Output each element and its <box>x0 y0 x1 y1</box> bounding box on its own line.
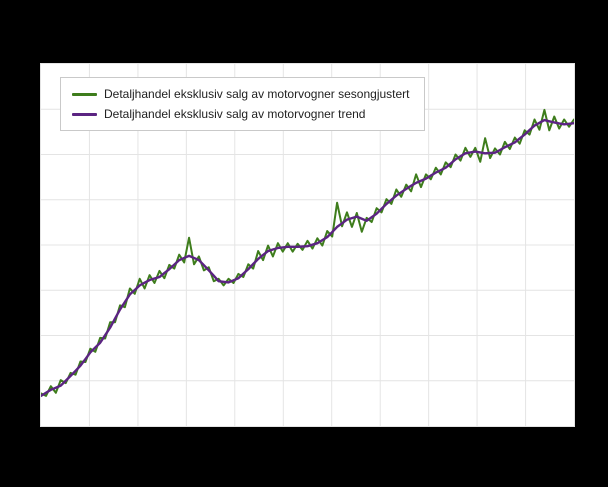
legend-item-seasonally-adjusted[interactable]: Detaljhandel eksklusiv salg av motorvogn… <box>72 88 410 100</box>
legend: Detaljhandel eksklusiv salg av motorvogn… <box>60 77 425 131</box>
legend-label-seasonally-adjusted: Detaljhandel eksklusiv salg av motorvogn… <box>104 87 410 101</box>
legend-label-trend: Detaljhandel eksklusiv salg av motorvogn… <box>104 107 366 121</box>
seasonally-adjusted-line-swatch <box>72 92 97 96</box>
trend-line-swatch <box>72 112 97 116</box>
plot-panel: Detaljhandel eksklusiv salg av motorvogn… <box>40 63 575 427</box>
legend-item-trend[interactable]: Detaljhandel eksklusiv salg av motorvogn… <box>72 108 410 120</box>
